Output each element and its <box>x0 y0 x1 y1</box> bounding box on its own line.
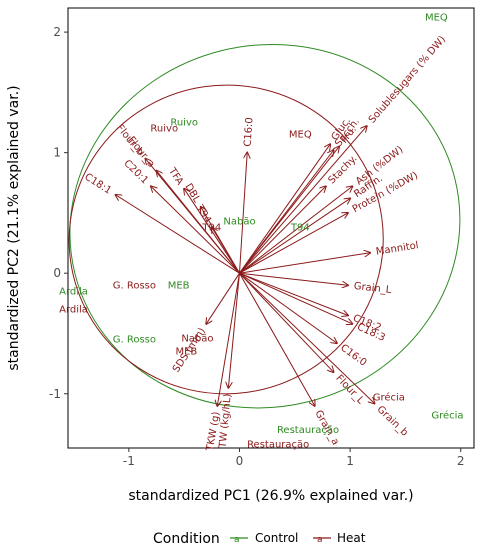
observation-label: Nabão <box>181 333 213 344</box>
observation-label: Ardila <box>59 286 88 297</box>
loading-arrow <box>239 272 336 343</box>
loading-arrow <box>239 213 347 274</box>
loading-arrow <box>239 253 370 274</box>
tick-layer: -1 0 1 2 -1 0 1 2 <box>49 25 465 468</box>
observation-label: G. Rosso <box>113 335 156 346</box>
observation-label: T94 <box>290 222 310 233</box>
observation-label: Nabão <box>223 216 255 227</box>
y-tick-label: 1 <box>53 146 61 160</box>
y-tick-label: 2 <box>53 25 61 39</box>
loading-arrow <box>239 198 350 274</box>
observation-label: T94 <box>201 222 221 233</box>
variable-label: Grain_L <box>353 281 392 296</box>
observation-label: Grécia <box>373 391 405 403</box>
loading-arrow <box>116 195 240 274</box>
observation-label: Ruivo <box>150 124 178 135</box>
loading-arrow <box>239 126 366 274</box>
loading-arrow <box>239 186 325 274</box>
loading-arrow <box>157 171 240 274</box>
loading-arrow <box>239 272 314 406</box>
ellipse-heat <box>68 84 384 395</box>
observation-label: Grécia <box>431 409 463 421</box>
loading-arrow <box>217 273 240 406</box>
y-axis-title: standardized PC2 (21.1% explained var.) <box>6 85 22 370</box>
svg-text:a: a <box>317 535 323 545</box>
loading-arrow <box>239 272 347 285</box>
svg-text:a: a <box>234 535 240 545</box>
loading-arrow <box>239 144 330 274</box>
loading-arrow <box>228 273 240 388</box>
loading-arrow <box>239 147 339 274</box>
loading-arrow <box>239 272 347 315</box>
loading-arrow <box>206 272 240 324</box>
observation-label: MEB <box>175 347 197 358</box>
observation-label: Restauração <box>277 425 339 436</box>
observation-label: Ardila <box>59 304 88 315</box>
observation-label: Restauração <box>247 439 309 450</box>
ellipse-control <box>69 43 461 409</box>
loading-arrow <box>239 272 333 372</box>
legend-key-control: a <box>230 535 248 545</box>
loading-arrow <box>238 153 247 274</box>
y-tick-label: -1 <box>49 387 61 401</box>
legend-label-heat: Heat <box>337 531 366 545</box>
x-tick-label: 2 <box>457 454 465 468</box>
legend-key-heat: a <box>313 535 331 545</box>
loading-arrow <box>151 186 240 274</box>
observation-layer: MEQMEQRuivoRuivoNabãoNabãoT94T94MEBMEBG.… <box>59 13 463 451</box>
observation-label: G. Rosso <box>113 280 156 291</box>
observation-label: Ruivo <box>170 118 198 129</box>
x-tick-label: 0 <box>236 454 244 468</box>
observation-label: MEB <box>168 280 190 291</box>
legend: Condition a Control a Heat <box>153 531 366 547</box>
observation-label: MEQ <box>425 13 448 24</box>
x-axis-title: standardized PC1 (26.9% explained var.) <box>128 488 413 504</box>
loading-arrow <box>212 227 240 274</box>
loading-arrow <box>239 272 352 324</box>
y-tick-label: 0 <box>53 266 61 280</box>
observation-label: MEQ <box>289 130 312 141</box>
x-tick-label: -1 <box>123 454 135 468</box>
loading-arrow <box>239 272 374 403</box>
ellipse-layer <box>68 43 461 409</box>
legend-label-control: Control <box>255 531 298 545</box>
loading-arrow <box>239 186 352 274</box>
variable-label: C16:0 <box>243 117 256 147</box>
legend-title: Condition <box>153 531 220 547</box>
x-tick-label: 1 <box>346 454 354 468</box>
